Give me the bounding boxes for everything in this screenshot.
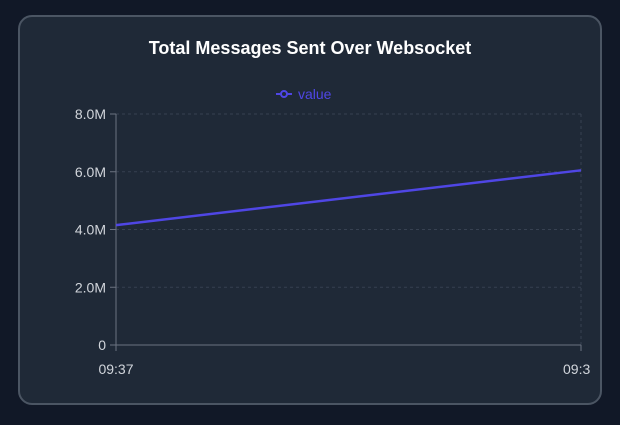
y-tick-label-0: 0 xyxy=(98,337,106,353)
y-tick-label-4: 8.0M xyxy=(75,106,106,122)
x-tick-label-0: 09:37 xyxy=(98,361,133,377)
series-line-0 xyxy=(116,170,581,225)
y-axis-ticks: 0 2.0M 4.0M 6.0M 8.0M xyxy=(75,106,116,353)
x-tick-label-1: 09:3 xyxy=(563,361,590,377)
y-tick-label-2: 4.0M xyxy=(75,222,106,238)
legend-label-value: value xyxy=(298,86,332,102)
chart-axes xyxy=(116,114,581,345)
series-lines xyxy=(116,170,581,225)
y-tick-label-3: 6.0M xyxy=(75,164,106,180)
chart-legend[interactable]: value xyxy=(276,86,332,102)
legend-dot-marker xyxy=(281,91,287,97)
grid-lines xyxy=(116,114,581,345)
y-tick-label-1: 2.0M xyxy=(75,279,106,295)
x-axis-ticks: 09:37 09:3 xyxy=(98,345,590,377)
